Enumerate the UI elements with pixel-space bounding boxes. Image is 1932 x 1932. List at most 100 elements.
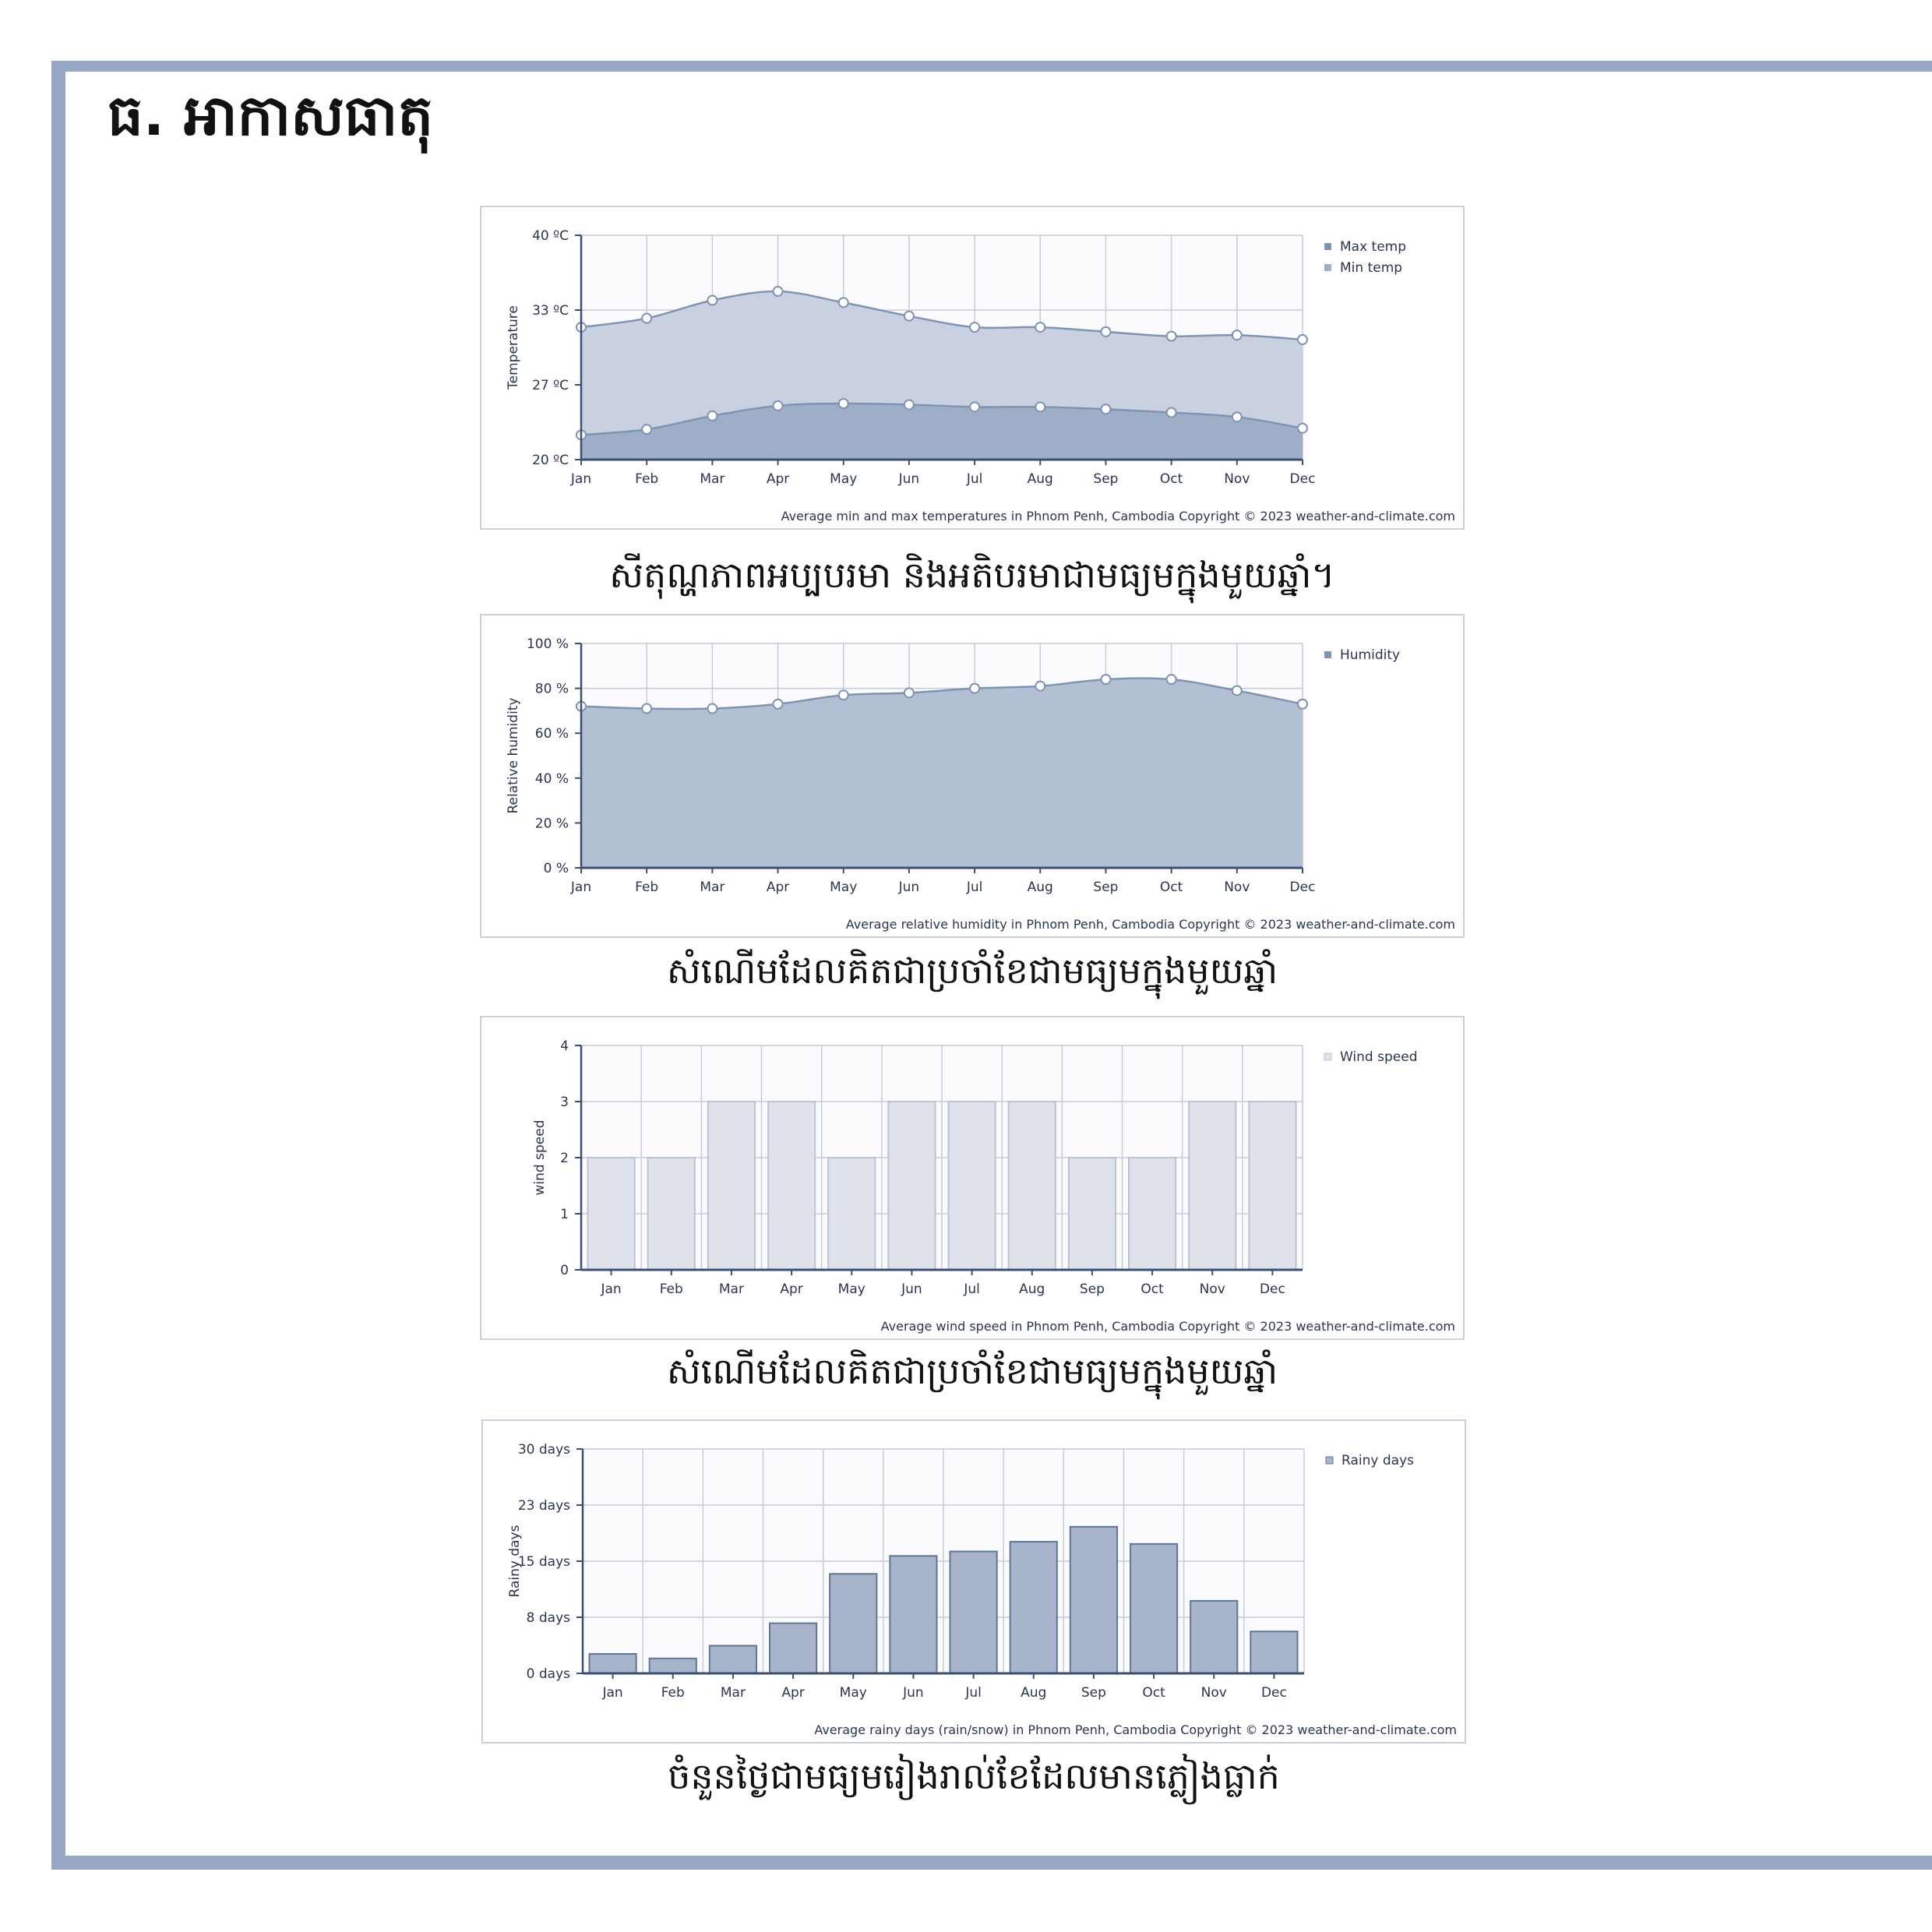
x-tick-label: Mar — [700, 471, 724, 487]
x-tick-label: Sep — [1093, 471, 1118, 487]
y-tick-label: 40 ºC — [532, 228, 569, 244]
min-temp-point — [1165, 407, 1177, 418]
bar-feb — [648, 1657, 697, 1674]
y-axis-label: wind speed — [532, 1120, 548, 1196]
bar-aug — [1009, 1541, 1058, 1674]
legend-swatch — [1324, 651, 1331, 658]
y-tick-label: 1 — [560, 1207, 569, 1222]
min-temp-line — [580, 402, 1303, 436]
y-axis-label: Rainy days — [507, 1525, 523, 1597]
y-tick-label: 2 — [560, 1151, 569, 1166]
y-tick-label: 20 % — [535, 816, 569, 831]
y-tick-label: 80 % — [535, 682, 569, 697]
wind-speed-chart: 0 1 2 3 4 Jan Feb Mar Apr May Jun Jul Aug Sep Oct Nov De… — [532, 1038, 1455, 1334]
x-tick-label: Feb — [660, 1282, 683, 1297]
y-tick-label: 3 — [560, 1095, 569, 1110]
humidity-caption: សំណើមដែលគិតជាប្រចាំខែជាមធ្យមក្នុងមួយឆ្នា… — [666, 950, 1278, 992]
humidity-point — [641, 703, 653, 714]
y-tick-label: 27 ºC — [532, 378, 569, 393]
bar-may — [829, 1573, 878, 1675]
wind-caption: សំណើមដែលគិតជាប្រចាំខែជាមធ្យមក្នុងមួយឆ្នា… — [666, 1350, 1278, 1392]
humidity-point — [969, 682, 981, 694]
x-tick-label: Feb — [635, 471, 658, 487]
bar-apr — [767, 1101, 816, 1271]
bar-jun — [889, 1555, 938, 1674]
x-tick-label: Jan — [570, 471, 591, 487]
legend-swatch — [1325, 1456, 1334, 1465]
humidity-point — [772, 698, 784, 710]
bar-jul — [949, 1550, 998, 1674]
y-tick-label: 15 days — [518, 1554, 570, 1570]
min-temp-point — [707, 410, 718, 421]
max-temp-point — [1035, 322, 1046, 333]
min-temp-point — [1231, 411, 1243, 423]
x-tick-label: Apr — [767, 471, 789, 487]
x-tick-label: May — [840, 1685, 867, 1701]
temperature-caption: សីតុណ្ហភាពអប្បបរមា និងអតិបរមាជាមធ្យមក្នុ… — [609, 554, 1335, 596]
x-tick-label: Apr — [781, 1685, 804, 1701]
legend-label: Wind speed — [1340, 1049, 1418, 1065]
humidity-point — [903, 687, 915, 699]
x-tick-label: Mar — [719, 1282, 744, 1297]
x-tick-label: Feb — [661, 1685, 685, 1701]
x-tick-label: Jan — [601, 1685, 622, 1701]
x-tick-label: Nov — [1224, 471, 1250, 487]
legend-label: Rainy days — [1341, 1453, 1414, 1468]
min-temp-point — [1035, 401, 1046, 413]
bar-apr — [768, 1622, 818, 1674]
humidity-point — [1297, 698, 1308, 710]
bar-oct — [1129, 1542, 1179, 1674]
x-tick-label: May — [838, 1282, 866, 1297]
x-tick-label: Oct — [1160, 880, 1183, 895]
x-tick-label: Aug — [1028, 471, 1053, 487]
bar-feb — [647, 1157, 696, 1271]
x-tick-label: May — [830, 471, 857, 487]
bar-aug — [1007, 1101, 1056, 1271]
bar-mar — [707, 1101, 756, 1271]
y-tick-label: 100 % — [527, 636, 569, 652]
legend-label: Max temp — [1340, 239, 1406, 255]
page-heading: ធ. អាកាសធាតុ — [108, 83, 434, 148]
x-tick-label: Dec — [1290, 471, 1316, 487]
humidity-chart: 0 % 20 % 40 % 60 % 80 % 100 % Jan Feb Mar Apr May J… — [506, 636, 1455, 932]
y-axis-label: Temperature — [506, 305, 521, 390]
max-temp-point — [1165, 330, 1177, 342]
x-tick-label: Apr — [767, 880, 789, 895]
x-tick-label: Jan — [570, 880, 591, 895]
min-temp-point — [969, 401, 981, 413]
min-temp-point — [1297, 422, 1308, 434]
x-tick-label: May — [830, 880, 857, 895]
x-tick-label: Feb — [635, 880, 658, 895]
max-temp-point — [1297, 333, 1308, 345]
x-tick-label: Sep — [1093, 880, 1118, 895]
max-temp-point — [641, 312, 653, 324]
x-tick-label: Dec — [1290, 880, 1316, 895]
x-tick-label: Oct — [1142, 1685, 1165, 1701]
min-temp-point — [1100, 404, 1112, 415]
x-tick-label: Jan — [600, 1282, 621, 1297]
x-tick-label: Dec — [1260, 1282, 1285, 1297]
max-temp-line — [580, 290, 1303, 341]
y-tick-label: 0 days — [527, 1666, 570, 1682]
y-tick-label: 20 ºC — [532, 453, 569, 468]
max-temp-point — [707, 294, 718, 306]
chart-footnote: Average relative humidity in Phnom Penh,… — [846, 917, 1455, 932]
y-tick-label: 30 days — [518, 1442, 570, 1458]
x-tick-label: Oct — [1160, 471, 1183, 487]
temperature-chart-panel: 20 ºC 27 ºC 33 ºC 40 ºC Jan Feb Mar Apr May Jun Ju… — [480, 206, 1465, 530]
chart-footnote: Average wind speed in Phnom Penh, Cambod… — [881, 1319, 1455, 1334]
x-tick-label: Jul — [963, 1282, 980, 1297]
max-temp-point — [969, 322, 981, 333]
x-tick-label: Aug — [1028, 880, 1053, 895]
bar-nov — [1190, 1599, 1239, 1675]
y-axis-label: Relative humidity — [506, 697, 521, 813]
chart-footnote: Average rainy days (rain/snow) in Phnom … — [814, 1722, 1457, 1737]
x-tick-label: Aug — [1019, 1282, 1045, 1297]
x-tick-label: Jun — [902, 1685, 924, 1701]
legend-swatch — [1324, 243, 1331, 250]
rainy-days-chart: 0 days 8 days 15 days 23 days 30 days Jan Feb M… — [507, 1442, 1457, 1737]
legend-label: Min temp — [1340, 260, 1402, 276]
bar-dec — [1248, 1101, 1297, 1271]
bar-may — [827, 1157, 876, 1271]
max-temp-point — [1100, 326, 1112, 337]
